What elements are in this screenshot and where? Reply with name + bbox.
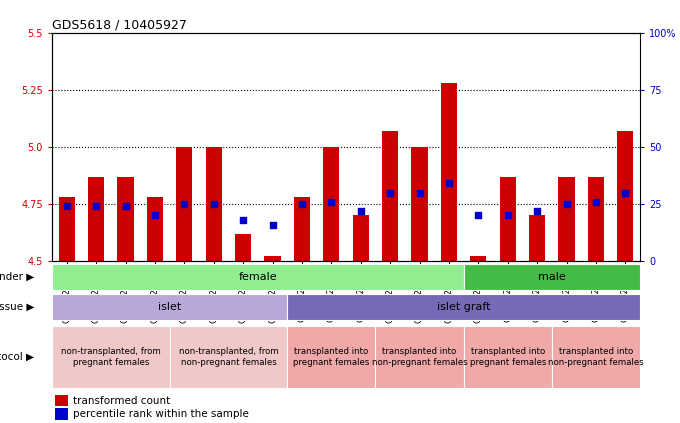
Bar <box>287 326 375 388</box>
Point <box>385 189 396 196</box>
Point <box>561 201 572 207</box>
Point <box>179 201 190 207</box>
Text: tissue ▶: tissue ▶ <box>0 302 35 312</box>
Bar <box>617 131 633 261</box>
Point <box>414 189 425 196</box>
Bar <box>52 264 464 290</box>
Point <box>150 212 160 219</box>
Text: transplanted into
pregnant females: transplanted into pregnant females <box>293 347 369 367</box>
Point <box>238 217 249 223</box>
Text: transplanted into
pregnant females: transplanted into pregnant females <box>469 347 546 367</box>
Bar <box>294 197 310 261</box>
Bar <box>176 147 192 261</box>
Text: non-transplanted, from
non-pregnant females: non-transplanted, from non-pregnant fema… <box>179 347 278 367</box>
Point <box>61 203 72 210</box>
Bar <box>118 177 133 261</box>
Bar <box>55 408 68 420</box>
Bar <box>169 326 287 388</box>
Bar <box>205 147 222 261</box>
Bar <box>52 326 169 388</box>
Text: percentile rank within the sample: percentile rank within the sample <box>73 409 248 419</box>
Bar <box>147 197 163 261</box>
Bar <box>529 215 545 261</box>
Bar <box>551 326 640 388</box>
Point <box>355 207 366 214</box>
Text: transplanted into
non-pregnant females: transplanted into non-pregnant females <box>548 347 644 367</box>
Bar <box>353 215 369 261</box>
Point <box>267 221 278 228</box>
Point <box>296 201 307 207</box>
Point <box>503 212 513 219</box>
Text: islet graft: islet graft <box>437 302 490 312</box>
Bar <box>235 233 251 261</box>
Bar <box>55 395 68 407</box>
Bar <box>588 177 604 261</box>
Bar <box>464 264 640 290</box>
Bar <box>375 326 464 388</box>
Point <box>120 203 131 210</box>
Bar <box>58 197 75 261</box>
Text: female: female <box>239 272 277 282</box>
Bar <box>411 147 428 261</box>
Text: non-transplanted, from
pregnant females: non-transplanted, from pregnant females <box>61 347 160 367</box>
Point <box>208 201 219 207</box>
Bar <box>287 294 640 320</box>
Text: transformed count: transformed count <box>73 396 170 406</box>
Bar <box>323 147 339 261</box>
Bar <box>88 177 104 261</box>
Point <box>326 198 337 205</box>
Point <box>90 203 101 210</box>
Text: GDS5618 / 10405927: GDS5618 / 10405927 <box>52 19 187 32</box>
Text: islet: islet <box>158 302 182 312</box>
Point <box>620 189 631 196</box>
Bar <box>464 326 551 388</box>
Text: transplanted into
non-pregnant females: transplanted into non-pregnant females <box>372 347 467 367</box>
Point <box>590 198 601 205</box>
Point <box>443 180 454 187</box>
Bar <box>500 177 516 261</box>
Bar <box>441 83 457 261</box>
Bar <box>265 256 281 261</box>
Bar <box>52 294 287 320</box>
Point <box>532 207 543 214</box>
Text: gender ▶: gender ▶ <box>0 272 35 282</box>
Text: protocol ▶: protocol ▶ <box>0 352 35 362</box>
Point <box>473 212 483 219</box>
Bar <box>382 131 398 261</box>
Bar <box>470 256 486 261</box>
Text: male: male <box>538 272 566 282</box>
Bar <box>558 177 575 261</box>
